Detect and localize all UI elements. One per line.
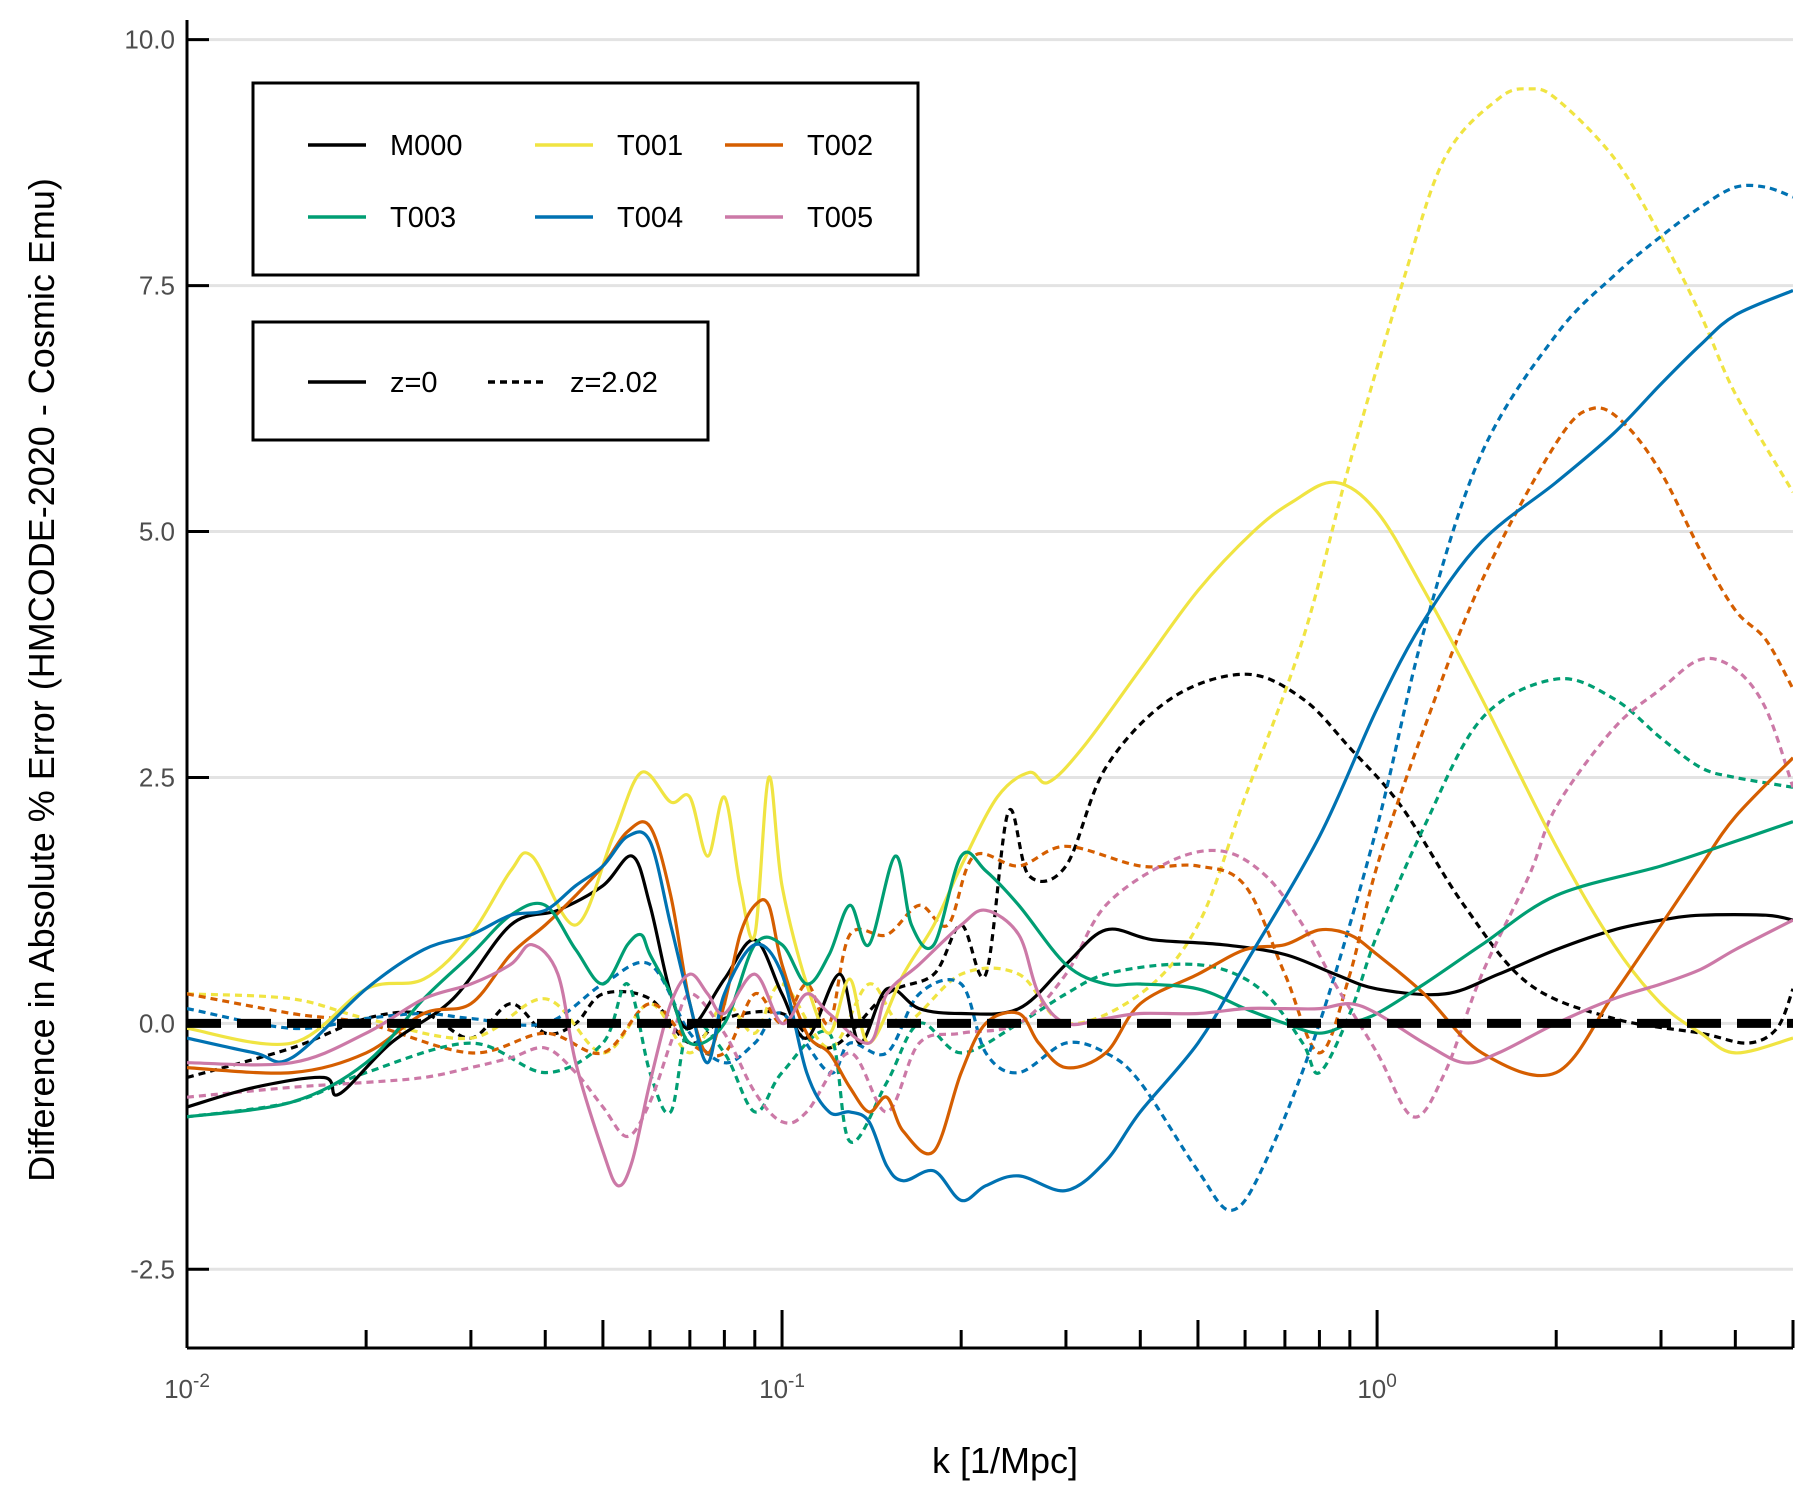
legend-label: z=0 — [390, 367, 438, 399]
legend-label: T004 — [617, 202, 683, 234]
axis-layer: -2.50.02.55.07.510.010-2 10-1 100 — [124, 20, 1795, 1404]
y-tick-label: 10.0 — [124, 25, 175, 55]
x-tick-exponent: -2 — [193, 1371, 210, 1392]
series-line-t002-z0 — [187, 756, 1793, 1156]
x-tick-label: 10-1 — [759, 1371, 805, 1404]
x-tick-base: 10 — [1357, 1374, 1386, 1404]
legend-models-box — [251, 81, 920, 277]
x-axis-title: k [1/Mpc] — [932, 1440, 1078, 1481]
series-line-t004-z0 — [187, 289, 1793, 1203]
y-tick-label: 0.0 — [139, 1008, 175, 1038]
y-axis-title: Difference in Absolute % Error (HMCODE-2… — [21, 178, 62, 1182]
y-tick-label: 2.5 — [139, 762, 175, 792]
legend-label: T005 — [807, 202, 873, 234]
series-line-m000-z2 — [187, 672, 1793, 1080]
x-tick-base: 10 — [759, 1374, 788, 1404]
legend-label: M000 — [390, 130, 463, 162]
legend-layer: M000 T001 T002 T003 T004 T005 z=0 z=2.02 — [251, 81, 920, 442]
y-tick-label: 7.5 — [139, 271, 175, 301]
legend-label: T002 — [807, 130, 873, 162]
legend-label: T003 — [390, 202, 456, 234]
series-line-m000-z0 — [187, 854, 1793, 1109]
x-tick-exponent: -1 — [788, 1371, 805, 1392]
legend-label: T001 — [617, 130, 683, 162]
series-line-t002-z2 — [187, 406, 1793, 1058]
legend-label: z=2.02 — [570, 367, 658, 399]
y-tick-label: -2.5 — [130, 1254, 175, 1284]
series-line-t005-z0 — [187, 908, 1793, 1188]
x-tick-exponent: 0 — [1386, 1371, 1397, 1392]
y-tick-label: 5.0 — [139, 517, 175, 547]
series-line-t005-z2 — [187, 656, 1793, 1139]
x-tick-label: 100 — [1357, 1371, 1397, 1404]
x-tick-base: 10 — [164, 1374, 193, 1404]
x-tick-label: 10-2 — [164, 1371, 210, 1404]
